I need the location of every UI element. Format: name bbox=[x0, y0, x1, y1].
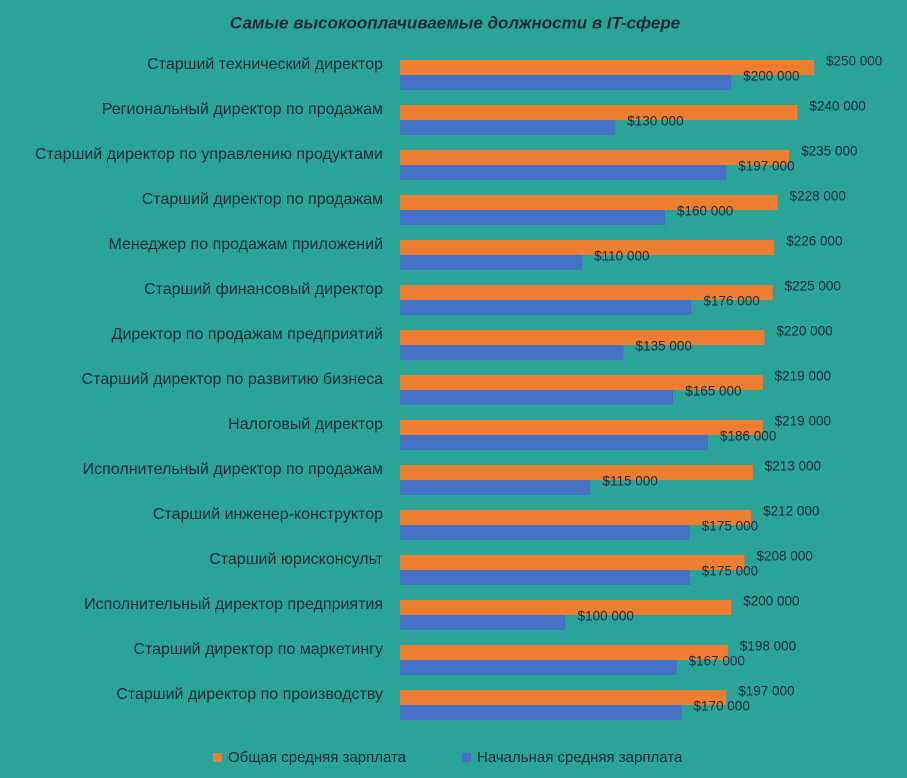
y-tick-label: Старший юрисконсульт bbox=[209, 551, 383, 568]
bar bbox=[400, 435, 709, 450]
y-tick-label: Старший директор по управлению продуктам… bbox=[35, 146, 383, 163]
bar bbox=[400, 300, 692, 315]
value-label: $130 000 bbox=[627, 114, 683, 129]
y-tick-label: Старший директор по продажам bbox=[142, 191, 383, 208]
bar bbox=[400, 420, 763, 435]
value-label: $197 000 bbox=[738, 684, 794, 699]
bar bbox=[400, 105, 798, 120]
y-tick-label: Налоговый директор bbox=[228, 416, 383, 433]
value-label: $200 000 bbox=[743, 594, 799, 609]
y-tick-label: Исполнительный директор по продажам bbox=[83, 461, 383, 478]
bar bbox=[400, 660, 677, 675]
chart-title: Самые высокооплачиваемые должности в IT-… bbox=[230, 13, 680, 32]
value-label: $176 000 bbox=[703, 294, 759, 309]
bar bbox=[400, 555, 745, 570]
bar bbox=[400, 240, 775, 255]
bar bbox=[400, 600, 732, 615]
y-tick-label: Старший технический директор bbox=[147, 56, 383, 73]
bar bbox=[400, 525, 690, 540]
bar bbox=[400, 375, 763, 390]
bar bbox=[400, 645, 728, 660]
value-label: $167 000 bbox=[689, 654, 745, 669]
bar bbox=[400, 390, 674, 405]
bar bbox=[400, 150, 790, 165]
bar bbox=[400, 255, 583, 270]
legend-swatch bbox=[462, 753, 471, 762]
bar bbox=[400, 120, 616, 135]
bar bbox=[400, 570, 690, 585]
y-tick-label: Старший директор по производству bbox=[116, 686, 383, 703]
y-tick-label: Директор по продажам предприятий bbox=[112, 326, 383, 343]
y-tick-label: Региональный директор по продажам bbox=[102, 101, 383, 118]
bar bbox=[400, 60, 814, 75]
bar bbox=[400, 330, 765, 345]
value-label: $219 000 bbox=[775, 414, 831, 429]
value-label: $219 000 bbox=[775, 369, 831, 384]
bar bbox=[400, 75, 732, 90]
value-label: $240 000 bbox=[809, 99, 865, 114]
value-label: $197 000 bbox=[738, 159, 794, 174]
legend-swatch bbox=[213, 753, 222, 762]
bar bbox=[400, 615, 566, 630]
value-label: $175 000 bbox=[702, 564, 758, 579]
y-tick-label: Менеджер по продажам приложений bbox=[108, 236, 383, 253]
bar bbox=[400, 165, 727, 180]
value-label: $110 000 bbox=[594, 249, 649, 264]
value-label: $226 000 bbox=[786, 234, 842, 249]
bar bbox=[400, 510, 752, 525]
bar bbox=[400, 345, 624, 360]
bar bbox=[400, 480, 591, 495]
value-label: $220 000 bbox=[776, 324, 832, 339]
legend-label: Общая средняя зарплата bbox=[228, 749, 407, 766]
legend-label: Начальная средняя зарплата bbox=[477, 749, 683, 766]
bar bbox=[400, 210, 665, 225]
value-label: $228 000 bbox=[790, 189, 846, 204]
value-label: $175 000 bbox=[702, 519, 758, 534]
y-tick-label: Старший директор по маркетингу bbox=[133, 641, 383, 658]
value-label: $198 000 bbox=[740, 639, 796, 654]
bar bbox=[400, 465, 753, 480]
value-label: $213 000 bbox=[765, 459, 821, 474]
bar bbox=[400, 195, 778, 210]
value-label: $160 000 bbox=[677, 204, 733, 219]
y-tick-label: Старший инженер-конструктор bbox=[153, 506, 383, 523]
value-label: $165 000 bbox=[685, 384, 741, 399]
value-label: $115 000 bbox=[602, 474, 657, 489]
y-tick-label: Старший директор по развитию бизнеса bbox=[82, 371, 384, 388]
value-label: $250 000 bbox=[826, 54, 882, 69]
value-label: $225 000 bbox=[785, 279, 841, 294]
y-tick-label: Старший финансовый директор bbox=[144, 281, 383, 298]
bar bbox=[400, 285, 773, 300]
value-label: $200 000 bbox=[743, 69, 799, 84]
value-label: $235 000 bbox=[801, 144, 857, 159]
value-label: $100 000 bbox=[578, 609, 634, 624]
bar bbox=[400, 705, 682, 720]
bar bbox=[400, 690, 727, 705]
value-label: $186 000 bbox=[720, 429, 776, 444]
value-label: $212 000 bbox=[763, 504, 819, 519]
value-label: $170 000 bbox=[694, 699, 750, 714]
value-label: $135 000 bbox=[636, 339, 692, 354]
value-label: $208 000 bbox=[756, 549, 812, 564]
y-tick-label: Исполнительный директор предприятия bbox=[84, 596, 383, 613]
